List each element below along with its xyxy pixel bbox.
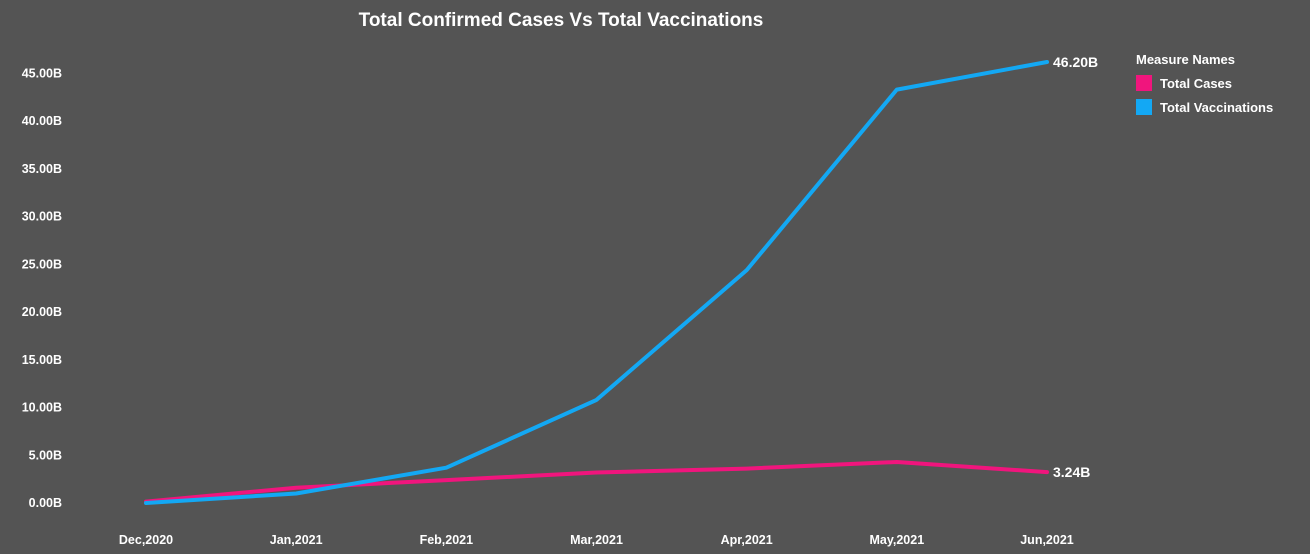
data-point[interactable]: [593, 396, 601, 404]
legend: Measure Names Total Cases Total Vaccinat…: [1136, 52, 1273, 119]
data-point[interactable]: [743, 465, 751, 473]
data-point[interactable]: [442, 476, 450, 484]
legend-item-total-cases[interactable]: Total Cases: [1136, 71, 1273, 95]
series-line-total-cases[interactable]: [144, 460, 1049, 504]
data-point[interactable]: [1043, 468, 1051, 476]
x-tick-label: Jan,2021: [270, 533, 323, 547]
y-tick-label: 0.00B: [29, 496, 62, 510]
x-tick-label: May,2021: [869, 533, 924, 547]
legend-label: Total Vaccinations: [1160, 99, 1274, 115]
y-tick-label: 25.00B: [22, 257, 62, 271]
y-tick-label: 10.00B: [22, 401, 62, 415]
end-value-label: 46.20B: [1053, 54, 1098, 70]
y-tick-label: 40.00B: [22, 114, 62, 128]
series-lines: [142, 58, 1051, 507]
legend-swatch: [1136, 75, 1152, 91]
data-point[interactable]: [593, 468, 601, 476]
y-tick-label: 20.00B: [22, 305, 62, 319]
data-point[interactable]: [292, 489, 300, 497]
y-tick-label: 15.00B: [22, 353, 62, 367]
data-point[interactable]: [893, 458, 901, 466]
legend-label: Total Cases: [1160, 75, 1233, 91]
end-value-label: 3.24B: [1053, 464, 1090, 480]
data-point[interactable]: [442, 464, 450, 472]
y-tick-label: 5.00B: [29, 448, 62, 462]
data-point[interactable]: [743, 266, 751, 274]
x-tick-label: Dec,2020: [119, 533, 173, 547]
data-point[interactable]: [893, 86, 901, 94]
x-tick-label: Apr,2021: [721, 533, 773, 547]
x-tick-label: Feb,2021: [420, 533, 474, 547]
end-labels: 3.24B 46.20B: [1053, 54, 1098, 480]
legend-item-total-vaccinations[interactable]: Total Vaccinations: [1136, 95, 1273, 119]
series-line-total-vaccinations[interactable]: [144, 60, 1049, 505]
x-tick-label: Mar,2021: [570, 533, 623, 547]
x-tick-label: Jun,2021: [1020, 533, 1074, 547]
y-axis-ticks: 0.00B 5.00B 10.00B 15.00B 20.00B 25.00B 30.00B…: [22, 66, 62, 510]
x-axis-ticks: Dec,2020 Jan,2021 Feb,2021 Mar,2021 Apr,2021…: [119, 533, 1074, 547]
legend-title: Measure Names: [1136, 52, 1235, 67]
legend-swatch: [1136, 99, 1152, 115]
y-tick-label: 45.00B: [22, 66, 62, 80]
data-point[interactable]: [1043, 58, 1051, 66]
y-tick-label: 35.00B: [22, 162, 62, 176]
chart-title: Total Confirmed Cases Vs Total Vaccinati…: [358, 10, 764, 31]
y-tick-label: 30.00B: [22, 210, 62, 224]
data-point[interactable]: [142, 499, 150, 507]
